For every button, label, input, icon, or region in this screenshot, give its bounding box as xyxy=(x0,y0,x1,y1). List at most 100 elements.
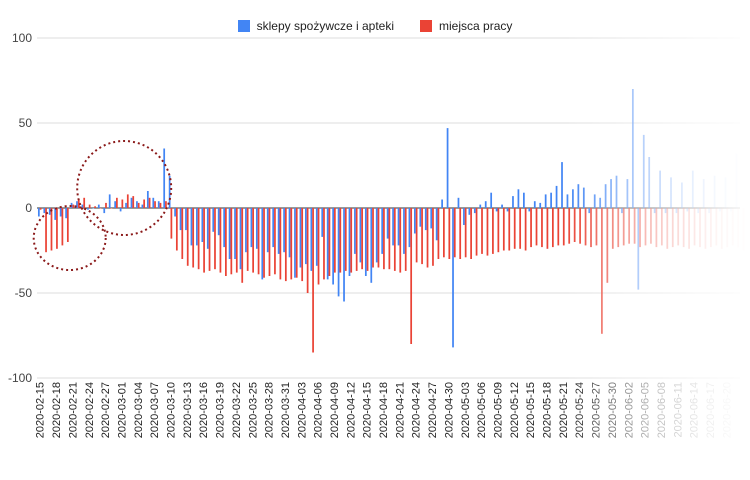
bar-grocery xyxy=(48,208,51,215)
bar-grocery xyxy=(501,204,503,208)
bar-workplaces xyxy=(453,208,456,258)
bar-workplaces xyxy=(301,208,304,282)
bar-grocery xyxy=(250,208,253,248)
x-tick-label: 2020-03-10 xyxy=(166,382,178,438)
bar-workplaces xyxy=(328,208,331,276)
bar-workplaces xyxy=(306,208,309,293)
bar-grocery xyxy=(266,208,269,253)
bar-workplaces xyxy=(94,206,96,208)
bar-workplaces xyxy=(393,208,396,271)
bar-grocery xyxy=(523,192,525,208)
bar-grocery xyxy=(348,208,351,276)
bar-grocery xyxy=(283,208,285,253)
bar-grocery xyxy=(245,208,247,253)
bar-workplaces xyxy=(61,208,64,246)
bar-grocery xyxy=(201,208,204,242)
bar-grocery xyxy=(359,208,362,263)
bar-grocery xyxy=(364,208,367,276)
x-tick-label: 2020-03-13 xyxy=(182,382,194,438)
bar-grocery xyxy=(234,208,236,259)
bar-workplaces xyxy=(186,208,189,266)
bar-grocery xyxy=(43,208,46,214)
x-tick-label: 2020-03-31 xyxy=(280,382,292,438)
bar-workplaces xyxy=(502,208,505,251)
bar-grocery xyxy=(321,208,324,237)
bar-grocery xyxy=(179,208,182,231)
bar-workplaces xyxy=(437,208,440,259)
bar-grocery xyxy=(196,208,198,246)
bar-grocery xyxy=(190,208,193,246)
bar-workplaces xyxy=(170,208,173,239)
bar-workplaces xyxy=(225,208,227,276)
bar-workplaces xyxy=(268,208,271,276)
bar-grocery xyxy=(512,196,514,208)
bar-grocery xyxy=(239,208,242,270)
legend-swatch-workplaces xyxy=(420,20,433,32)
legend-item-workplaces[interactable]: miejsca pracy xyxy=(420,16,512,36)
bar-workplaces xyxy=(219,208,222,273)
bar-workplaces xyxy=(116,197,118,208)
bar-workplaces xyxy=(257,208,260,275)
legend-item-grocery[interactable]: sklepy spożywcze i apteki xyxy=(237,16,394,36)
bar-grocery xyxy=(114,201,117,208)
bar-workplaces xyxy=(143,199,146,208)
bar-workplaces xyxy=(317,208,320,285)
bar-workplaces xyxy=(508,208,511,251)
x-tick-label: 2020-04-06 xyxy=(313,382,325,438)
bar-grocery xyxy=(315,208,318,266)
x-tick-label: 2020-04-18 xyxy=(378,382,390,438)
bar-grocery xyxy=(146,191,149,208)
bar-grocery xyxy=(490,192,493,208)
bar-workplaces xyxy=(481,208,483,254)
bar-workplaces xyxy=(56,208,58,249)
bar-workplaces xyxy=(535,208,538,246)
bar-grocery xyxy=(452,208,454,348)
bar-workplaces xyxy=(519,208,522,249)
bar-workplaces xyxy=(312,208,314,353)
bar-workplaces xyxy=(39,208,42,210)
bar-workplaces xyxy=(459,208,462,259)
bar-workplaces xyxy=(497,208,500,253)
bar-grocery xyxy=(424,208,427,231)
bar-grocery xyxy=(441,199,443,208)
bar-grocery xyxy=(65,208,67,219)
bar-workplaces xyxy=(383,208,385,270)
bar-grocery xyxy=(392,208,394,246)
bar-workplaces xyxy=(284,208,287,282)
bar-grocery xyxy=(81,204,84,208)
bar-grocery xyxy=(506,208,509,212)
bar-grocery xyxy=(163,148,166,208)
bar-grocery xyxy=(206,208,209,249)
bar-grocery xyxy=(337,208,340,297)
bar-grocery xyxy=(343,208,345,302)
bar-workplaces xyxy=(197,208,200,270)
bar-workplaces xyxy=(50,208,53,251)
bar-grocery xyxy=(272,208,275,248)
bar-grocery xyxy=(108,194,111,208)
highlight-circle-left xyxy=(32,205,107,271)
x-tick-label: 2020-03-28 xyxy=(264,382,276,438)
annotations xyxy=(32,140,173,271)
bar-grocery xyxy=(76,201,78,208)
bar-workplaces xyxy=(214,208,216,270)
bar-grocery xyxy=(419,208,422,227)
bar-grocery xyxy=(435,208,438,241)
bar-grocery xyxy=(473,208,476,214)
bar-workplaces xyxy=(464,208,467,258)
bar-grocery xyxy=(533,201,536,208)
bar-grocery xyxy=(517,189,520,208)
highlight-circle-right xyxy=(76,140,173,236)
bar-workplaces xyxy=(426,208,429,268)
bar-workplaces xyxy=(323,208,325,280)
y-tick-label: 0 xyxy=(25,201,32,215)
bar-grocery xyxy=(277,208,280,254)
bar-workplaces xyxy=(137,202,140,208)
bar-workplaces xyxy=(192,208,195,268)
bar-grocery xyxy=(332,208,334,285)
bar-workplaces xyxy=(524,208,527,251)
bar-workplaces xyxy=(45,208,47,253)
bar-workplaces xyxy=(530,208,532,248)
bar-grocery xyxy=(37,208,40,217)
bar-grocery xyxy=(54,208,57,220)
